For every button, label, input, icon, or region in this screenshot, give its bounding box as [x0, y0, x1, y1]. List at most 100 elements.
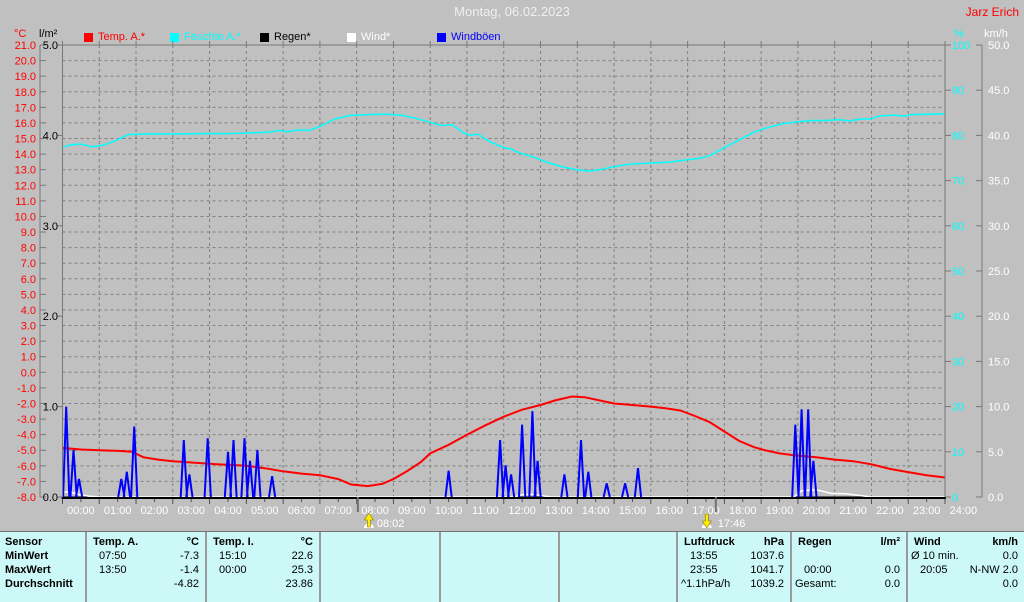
cell-value: 0.0 — [1002, 578, 1018, 590]
svg-text:90: 90 — [952, 85, 964, 97]
svg-text:50.0: 50.0 — [988, 40, 1009, 52]
sunset-marker: 17:46 — [701, 497, 746, 530]
sunrise-arrow-icon — [363, 512, 374, 528]
cell-time: 20:05 — [920, 564, 948, 576]
svg-text:1.0: 1.0 — [21, 352, 36, 364]
svg-text:2.0: 2.0 — [43, 311, 58, 323]
svg-text:5.0: 5.0 — [43, 40, 58, 52]
svg-text:13.0: 13.0 — [15, 165, 36, 177]
cell-value: 1041.7 — [750, 564, 784, 576]
svg-text:0.0: 0.0 — [988, 492, 1003, 504]
legend-item-windboeen: Windböen — [437, 31, 501, 43]
cell-value: -1.4 — [180, 564, 199, 576]
legend-item-regen: Regen* — [260, 31, 311, 43]
svg-text:-2.0: -2.0 — [17, 398, 36, 410]
svg-text:25.0: 25.0 — [988, 266, 1009, 278]
table-column-luftdruck: Luftdruck hPa 13:55 1037.6 23:55 1041.7 ^1.1hP… — [678, 532, 792, 602]
table-column-regen: Regen l/m² 00:00 0.0 Gesamt: 0.0 — [792, 532, 908, 602]
svg-text:20.0: 20.0 — [988, 311, 1009, 323]
sunrise-marker: 08:02 — [356, 497, 404, 530]
svg-text:-3.0: -3.0 — [17, 414, 36, 426]
svg-text:20.0: 20.0 — [15, 56, 36, 68]
table-row-header-column: Sensor MinWert MaxWert Durchschnitt — [0, 532, 87, 602]
column-name: Wind — [914, 536, 941, 548]
axis-rain_lm2: 5.0 4.0 3.0 2.0 1.0 0.0 — [43, 40, 63, 504]
summary-table: Sensor MinWert MaxWert Durchschnitt Temp. A.… — [0, 531, 1024, 602]
svg-text:20: 20 — [952, 402, 964, 414]
svg-text:16.0: 16.0 — [15, 118, 36, 130]
svg-text:-5.0: -5.0 — [17, 445, 36, 457]
svg-text:15.0: 15.0 — [15, 134, 36, 146]
table-column-empty — [441, 532, 560, 602]
column-unit: °C — [300, 536, 313, 548]
svg-text:21:00: 21:00 — [839, 505, 867, 517]
cell-time: 00:00 — [219, 564, 247, 576]
svg-text:18.0: 18.0 — [15, 87, 36, 99]
cell-value: 1039.2 — [750, 578, 784, 590]
svg-text:-6.0: -6.0 — [17, 461, 36, 473]
svg-text:10:00: 10:00 — [435, 505, 463, 517]
svg-text:7.0: 7.0 — [21, 258, 36, 270]
svg-text:17:00: 17:00 — [692, 505, 720, 517]
svg-text:100: 100 — [952, 40, 970, 52]
svg-text:0.0: 0.0 — [43, 492, 58, 504]
sunset-time-label: 17:46 — [718, 518, 746, 530]
svg-text:13:00: 13:00 — [545, 505, 573, 517]
svg-text:50: 50 — [952, 266, 964, 278]
svg-text:4.0: 4.0 — [43, 130, 58, 142]
svg-text:0.0: 0.0 — [21, 367, 36, 379]
svg-text:06:00: 06:00 — [288, 505, 316, 517]
feuchte-a-swatch-icon — [170, 32, 179, 42]
svg-text:3.0: 3.0 — [21, 321, 36, 333]
cell-value: -4.82 — [173, 578, 199, 590]
svg-text:05:00: 05:00 — [251, 505, 279, 517]
svg-text:09:00: 09:00 — [398, 505, 426, 517]
column-name: Regen — [798, 536, 832, 548]
legend-item-temp-a: Temp. A.* — [84, 31, 145, 43]
cell-value: 22.6 — [291, 550, 313, 562]
cell-value: 23.86 — [285, 578, 313, 590]
svg-text:60: 60 — [952, 221, 964, 233]
series-feuchtea — [62, 112, 946, 172]
svg-text:16:00: 16:00 — [655, 505, 683, 517]
column-unit: km/h — [992, 536, 1018, 548]
table-column-empty — [560, 532, 678, 602]
cell-value: N-NW 2.0 — [969, 564, 1018, 576]
column-name: Temp. I. — [213, 536, 254, 548]
sunset-arrow-icon — [701, 513, 712, 529]
svg-text:3.0: 3.0 — [43, 221, 58, 233]
cell-time: 00:00 — [804, 564, 832, 576]
chart-canvas: 21.0 20.0 19.0 18.0 17.0 16.0 15.0 14.0 13.0 12.0… — [15, 40, 1010, 530]
svg-text:22:00: 22:00 — [876, 505, 904, 517]
svg-text:10.0: 10.0 — [988, 402, 1009, 414]
cell-value: 1037.6 — [750, 550, 784, 562]
svg-text:8.0: 8.0 — [21, 243, 36, 255]
svg-text:24:00: 24:00 — [950, 505, 978, 517]
legend-label: Feuchte A.* — [184, 31, 241, 43]
legend-label: Temp. A.* — [98, 31, 146, 43]
svg-text:4.0: 4.0 — [21, 305, 36, 317]
column-unit: l/m² — [880, 536, 900, 548]
svg-text:9.0: 9.0 — [21, 227, 36, 239]
row-label: Durchschnitt — [5, 578, 73, 590]
date-title: Montag, 06.02.2023 — [454, 4, 570, 19]
svg-text:15.0: 15.0 — [988, 356, 1009, 368]
series-wind — [62, 489, 945, 498]
svg-text:5.0: 5.0 — [21, 289, 36, 301]
series-tempa — [62, 395, 946, 488]
svg-text:30.0: 30.0 — [988, 221, 1009, 233]
svg-text:0: 0 — [952, 492, 958, 504]
regen-swatch-icon — [260, 32, 269, 42]
cell-value: 25.3 — [291, 564, 313, 576]
cell-value: -7.3 — [180, 550, 199, 562]
svg-text:35.0: 35.0 — [988, 176, 1009, 188]
series-windben — [62, 406, 818, 498]
cell-value: 0.0 — [1002, 550, 1018, 562]
cell-time: 15:10 — [219, 550, 247, 562]
left-axis-unit-celsius: °C — [14, 28, 27, 40]
svg-text:10.0: 10.0 — [15, 211, 36, 223]
svg-text:23:00: 23:00 — [913, 505, 941, 517]
svg-text:12:00: 12:00 — [508, 505, 536, 517]
windboeen-swatch-icon — [437, 32, 446, 42]
column-name: Luftdruck — [684, 536, 735, 548]
